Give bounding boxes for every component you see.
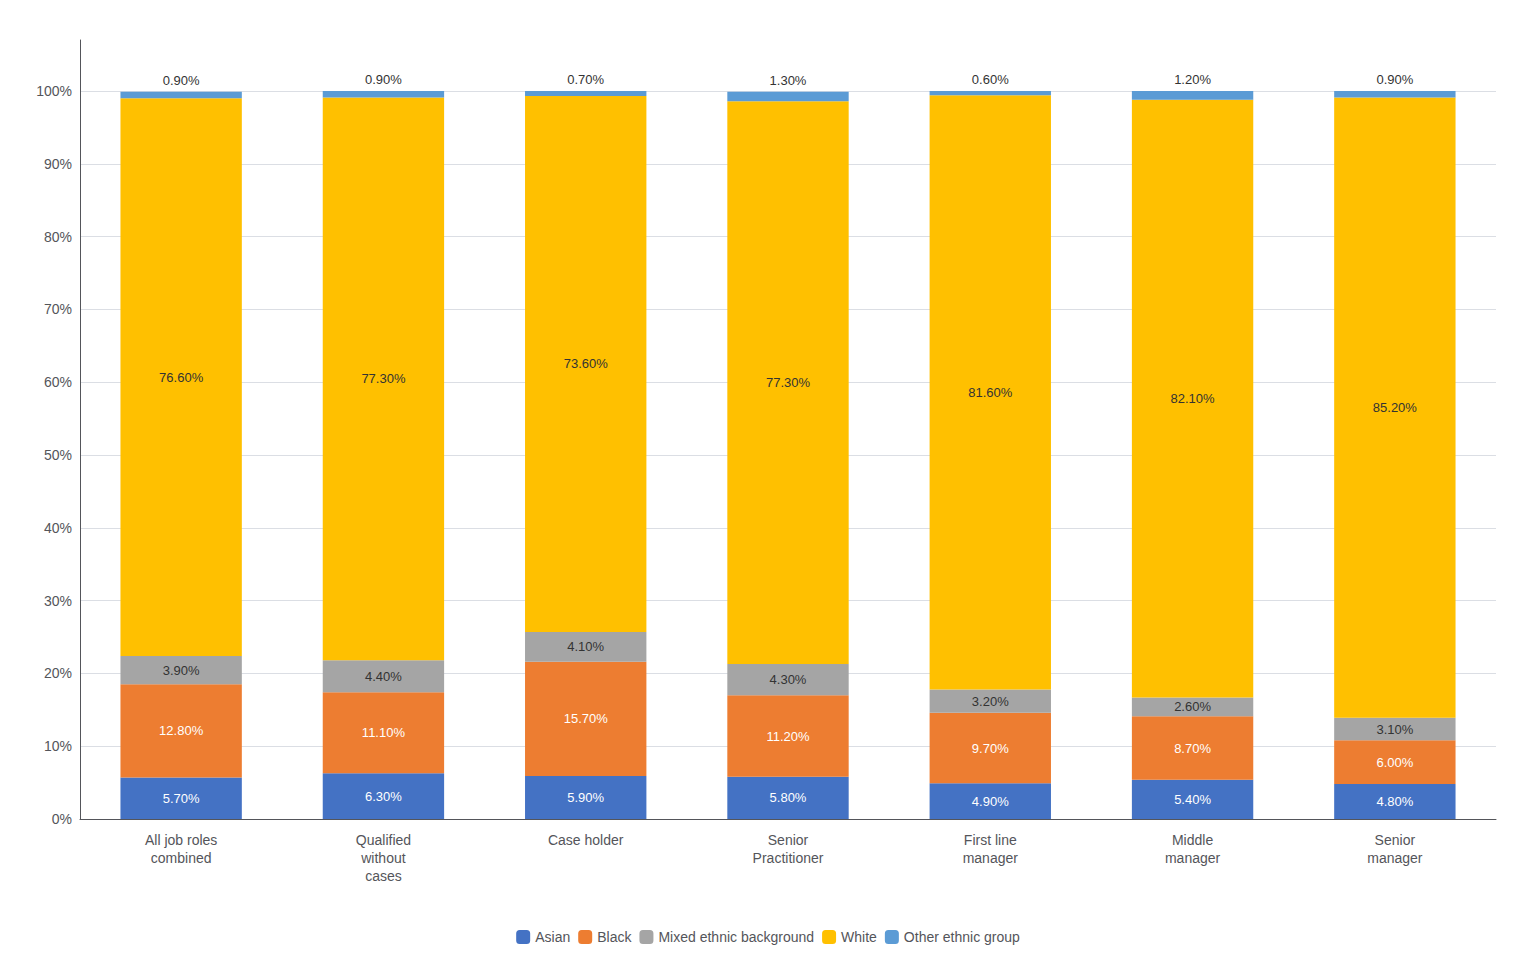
svg-text:1.20%: 1.20% [1174,72,1211,87]
svg-text:Senior: Senior [768,832,809,848]
svg-text:Asian: Asian [535,929,570,945]
svg-text:4.40%: 4.40% [365,669,402,684]
svg-text:60%: 60% [44,374,72,390]
svg-text:Senior: Senior [1375,832,1416,848]
svg-text:manager: manager [1165,850,1221,866]
svg-text:77.30%: 77.30% [766,375,811,390]
svg-text:1.30%: 1.30% [770,73,807,88]
svg-text:Case holder: Case holder [548,832,624,848]
svg-text:White: White [841,929,877,945]
svg-text:70%: 70% [44,301,72,317]
svg-text:without: without [360,850,405,866]
svg-text:4.80%: 4.80% [1376,794,1413,809]
svg-text:Black: Black [597,929,632,945]
svg-text:11.10%: 11.10% [362,725,406,740]
svg-text:6.30%: 6.30% [365,789,402,804]
svg-text:80%: 80% [44,229,72,245]
svg-text:77.30%: 77.30% [361,371,406,386]
svg-text:10%: 10% [44,738,72,754]
svg-text:6.00%: 6.00% [1376,755,1413,770]
svg-text:All job roles: All job roles [145,832,217,848]
svg-text:82.10%: 82.10% [1171,391,1216,406]
svg-text:combined: combined [151,850,212,866]
svg-text:85.20%: 85.20% [1373,400,1418,415]
svg-text:3.20%: 3.20% [972,694,1009,709]
svg-text:20%: 20% [44,665,72,681]
svg-text:11.20%: 11.20% [766,729,810,744]
svg-text:5.80%: 5.80% [770,790,807,805]
svg-text:100%: 100% [36,83,72,99]
svg-text:First line: First line [964,832,1017,848]
svg-text:Practitioner: Practitioner [753,850,824,866]
svg-text:12.80%: 12.80% [159,723,204,738]
svg-text:3.10%: 3.10% [1376,722,1413,737]
svg-text:0.70%: 0.70% [567,72,604,87]
svg-text:5.40%: 5.40% [1174,792,1211,807]
svg-text:73.60%: 73.60% [564,356,609,371]
svg-text:manager: manager [1367,850,1423,866]
svg-text:Qualified: Qualified [356,832,411,848]
svg-text:5.70%: 5.70% [163,791,200,806]
svg-text:40%: 40% [44,520,72,536]
svg-text:Other ethnic group: Other ethnic group [904,929,1020,945]
svg-text:manager: manager [963,850,1019,866]
svg-text:8.70%: 8.70% [1174,741,1211,756]
svg-text:4.10%: 4.10% [567,639,604,654]
svg-text:0.90%: 0.90% [365,72,402,87]
svg-text:76.60%: 76.60% [159,370,204,385]
svg-text:50%: 50% [44,447,72,463]
svg-text:30%: 30% [44,593,72,609]
svg-text:4.90%: 4.90% [972,794,1009,809]
svg-text:Middle: Middle [1172,832,1213,848]
svg-text:5.90%: 5.90% [567,790,604,805]
svg-text:0%: 0% [52,811,72,827]
svg-text:cases: cases [365,868,402,884]
svg-text:0.60%: 0.60% [972,72,1009,87]
svg-text:0.90%: 0.90% [163,73,200,88]
svg-text:2.60%: 2.60% [1174,699,1211,714]
svg-text:15.70%: 15.70% [564,711,609,726]
svg-text:0.90%: 0.90% [1376,72,1413,87]
svg-text:90%: 90% [44,156,72,172]
svg-text:81.60%: 81.60% [968,385,1013,400]
svg-text:Mixed ethnic background: Mixed ethnic background [658,929,814,945]
svg-text:3.90%: 3.90% [163,663,200,678]
svg-text:4.30%: 4.30% [770,672,807,687]
svg-text:9.70%: 9.70% [972,741,1009,756]
